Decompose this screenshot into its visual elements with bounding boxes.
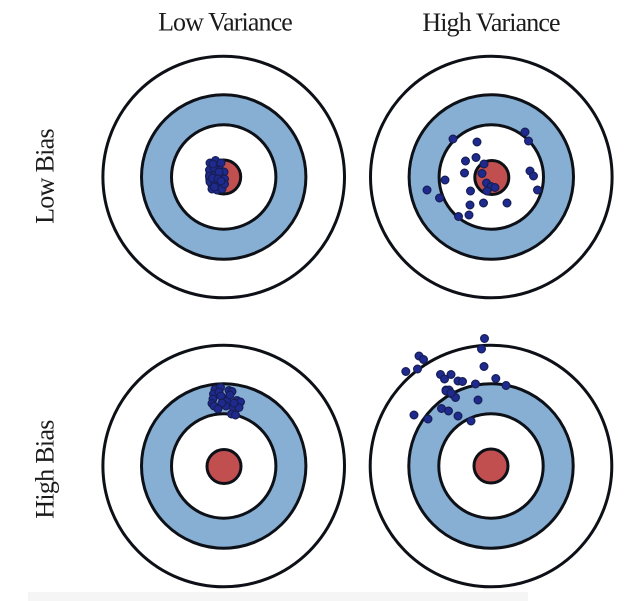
svg-text:Low Bias: Low Bias (31, 129, 60, 224)
svg-text:High Bias: High Bias (31, 420, 60, 519)
svg-text:Low Variance: Low Variance (158, 8, 292, 37)
svg-text:High Variance: High Variance (422, 8, 560, 37)
